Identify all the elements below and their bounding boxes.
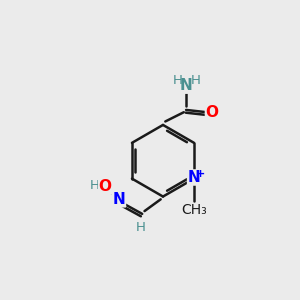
Text: N: N — [113, 192, 125, 207]
Text: H: H — [136, 221, 146, 234]
Text: +: + — [196, 169, 205, 178]
Text: H: H — [190, 74, 200, 87]
Text: O: O — [99, 179, 112, 194]
Text: N: N — [188, 170, 200, 185]
Text: N: N — [180, 78, 193, 93]
Text: H: H — [172, 74, 182, 87]
Text: H: H — [90, 179, 100, 192]
Text: O: O — [206, 105, 218, 120]
Text: CH₃: CH₃ — [181, 203, 207, 217]
